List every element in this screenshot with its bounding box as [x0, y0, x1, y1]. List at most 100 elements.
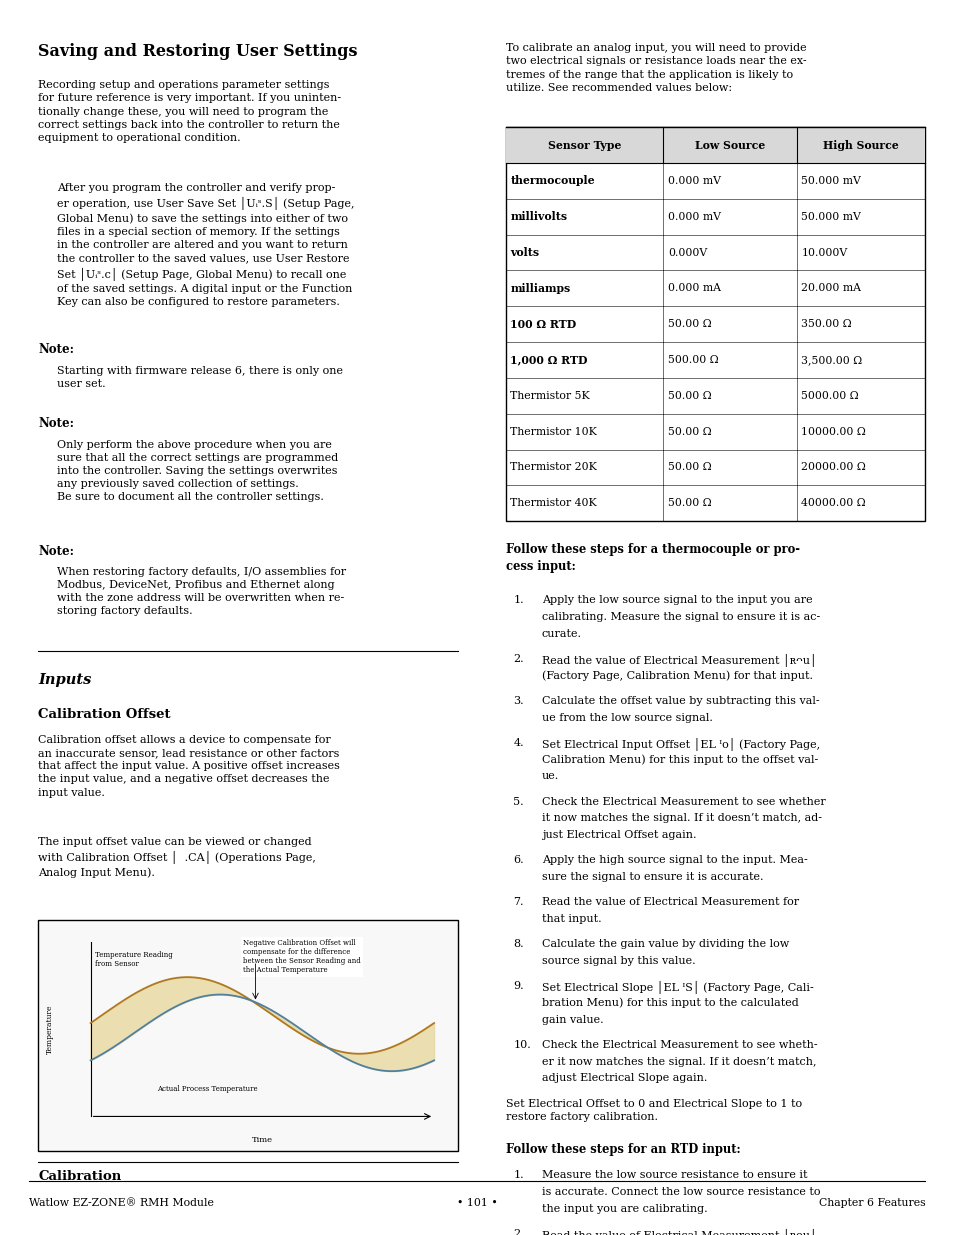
Text: Set Electrical Input Offset │EL ᴵo│ (Factory Page,: Set Electrical Input Offset │EL ᴵo│ (Fac… — [541, 739, 820, 751]
Text: 20000.00 Ω: 20000.00 Ω — [801, 462, 865, 473]
Text: Follow these steps for a thermocouple or pro-
cess input:: Follow these steps for a thermocouple or… — [505, 543, 799, 573]
Text: Note:: Note: — [38, 545, 74, 558]
Text: 9.: 9. — [513, 981, 523, 992]
Text: Sensor Type: Sensor Type — [547, 140, 620, 151]
Text: Calibration Menu) for this input to the offset val-: Calibration Menu) for this input to the … — [541, 755, 818, 766]
Text: er it now matches the signal. If it doesn’t match,: er it now matches the signal. If it does… — [541, 1057, 816, 1067]
Text: Read the value of Electrical Measurement │ʀᴖu│: Read the value of Electrical Measurement… — [541, 655, 816, 667]
Text: it now matches the signal. If it doesn’t match, ad-: it now matches the signal. If it doesn’t… — [541, 814, 821, 824]
Text: 500.00 Ω: 500.00 Ω — [667, 354, 718, 366]
Text: is accurate. Connect the low source resistance to: is accurate. Connect the low source resi… — [541, 1187, 820, 1197]
Text: • 101 •: • 101 • — [456, 1198, 497, 1208]
Text: 10000.00 Ω: 10000.00 Ω — [801, 426, 865, 437]
Text: gain value.: gain value. — [541, 1015, 603, 1025]
Text: 7.: 7. — [513, 897, 523, 908]
Text: 5.: 5. — [513, 797, 523, 806]
Text: (Factory Page, Calibration Menu) for that input.: (Factory Page, Calibration Menu) for tha… — [541, 671, 812, 682]
Text: the input you are calibrating.: the input you are calibrating. — [541, 1203, 707, 1214]
Text: ue.: ue. — [541, 771, 558, 782]
Text: 0.000V: 0.000V — [667, 247, 706, 258]
Text: 1.: 1. — [513, 1171, 523, 1181]
Text: 50.000 mV: 50.000 mV — [801, 211, 861, 222]
Text: 100 Ω RTD: 100 Ω RTD — [510, 319, 576, 330]
Text: 1,000 Ω RTD: 1,000 Ω RTD — [510, 354, 587, 366]
Text: Thermistor 10K: Thermistor 10K — [510, 426, 597, 437]
Text: Actual Process Temperature: Actual Process Temperature — [157, 1086, 257, 1093]
Text: 2.: 2. — [513, 1229, 523, 1235]
Text: Temperature Reading
from Sensor: Temperature Reading from Sensor — [95, 951, 172, 968]
Text: sure the signal to ensure it is accurate.: sure the signal to ensure it is accurate… — [541, 872, 762, 882]
Bar — [38, 920, 457, 1151]
Text: 0.000 mV: 0.000 mV — [667, 175, 720, 186]
Text: 50.00 Ω: 50.00 Ω — [667, 319, 711, 330]
Text: Read the value of Electrical Measurement for: Read the value of Electrical Measurement… — [541, 897, 799, 908]
Text: Inputs: Inputs — [38, 673, 91, 687]
Text: 50.00 Ω: 50.00 Ω — [667, 462, 711, 473]
Text: milliamps: milliamps — [510, 283, 570, 294]
Text: 20.000 mA: 20.000 mA — [801, 283, 861, 294]
Text: Chapter 6 Features: Chapter 6 Features — [818, 1198, 924, 1208]
Text: 0.000 mV: 0.000 mV — [667, 211, 720, 222]
Text: 50.00 Ω: 50.00 Ω — [667, 426, 711, 437]
Text: 8.: 8. — [513, 940, 523, 950]
Text: ue from the low source signal.: ue from the low source signal. — [541, 713, 712, 722]
Text: Check the Electrical Measurement to see whether: Check the Electrical Measurement to see … — [541, 797, 824, 806]
Text: curate.: curate. — [541, 629, 581, 638]
Text: Note:: Note: — [38, 343, 74, 357]
Text: millivolts: millivolts — [510, 211, 567, 222]
Text: Calibration Offset: Calibration Offset — [38, 708, 171, 721]
Text: 3.: 3. — [513, 697, 523, 706]
Text: Watlow EZ-ZONE® RMH Module: Watlow EZ-ZONE® RMH Module — [29, 1198, 213, 1208]
Text: Time: Time — [252, 1136, 273, 1144]
Text: When restoring factory defaults, I/O assemblies for
Modbus, DeviceNet, Profibus : When restoring factory defaults, I/O ass… — [57, 567, 346, 616]
Text: Read the value of Electrical Measurement │ʀᴖu│: Read the value of Electrical Measurement… — [541, 1229, 816, 1235]
Text: 4.: 4. — [513, 739, 523, 748]
Text: High Source: High Source — [822, 140, 898, 151]
Text: After you program the controller and verify prop-
er operation, use User Save Se: After you program the controller and ver… — [57, 183, 355, 308]
Text: Saving and Restoring User Settings: Saving and Restoring User Settings — [38, 43, 357, 61]
Text: 50.00 Ω: 50.00 Ω — [667, 498, 711, 509]
Text: To calibrate an analog input, you will need to provide
two electrical signals or: To calibrate an analog input, you will n… — [505, 43, 805, 93]
Bar — [505, 127, 924, 163]
Text: that input.: that input. — [541, 914, 600, 924]
Text: Set Electrical Offset to 0 and Electrical Slope to 1 to
restore factory calibrat: Set Electrical Offset to 0 and Electrica… — [505, 1099, 801, 1121]
Text: 5000.00 Ω: 5000.00 Ω — [801, 390, 858, 401]
Text: 10.: 10. — [513, 1040, 531, 1050]
Text: Note:: Note: — [38, 417, 74, 431]
Text: Thermistor 40K: Thermistor 40K — [510, 498, 597, 509]
Text: Calculate the gain value by dividing the low: Calculate the gain value by dividing the… — [541, 940, 788, 950]
Text: Low Source: Low Source — [694, 140, 764, 151]
Text: Thermistor 5K: Thermistor 5K — [510, 390, 590, 401]
Text: 6.: 6. — [513, 855, 523, 866]
Text: Apply the low source signal to the input you are: Apply the low source signal to the input… — [541, 595, 812, 605]
Text: Negative Calibration Offset will
compensate for the difference
between the Senso: Negative Calibration Offset will compens… — [243, 939, 360, 974]
Text: Check the Electrical Measurement to see wheth-: Check the Electrical Measurement to see … — [541, 1040, 817, 1050]
Text: 50.000 mV: 50.000 mV — [801, 175, 861, 186]
Text: adjust Electrical Slope again.: adjust Electrical Slope again. — [541, 1073, 706, 1083]
Text: source signal by this value.: source signal by this value. — [541, 956, 695, 966]
Text: Thermistor 20K: Thermistor 20K — [510, 462, 597, 473]
Text: 40000.00 Ω: 40000.00 Ω — [801, 498, 865, 509]
Text: Calculate the offset value by subtracting this val-: Calculate the offset value by subtractin… — [541, 697, 819, 706]
Text: calibrating. Measure the signal to ensure it is ac-: calibrating. Measure the signal to ensur… — [541, 611, 820, 622]
Text: 0.000 mA: 0.000 mA — [667, 283, 720, 294]
Text: Recording setup and operations parameter settings
for future reference is very i: Recording setup and operations parameter… — [38, 80, 341, 143]
Text: bration Menu) for this input to the calculated: bration Menu) for this input to the calc… — [541, 998, 798, 1009]
Text: thermocouple: thermocouple — [510, 175, 595, 186]
Text: just Electrical Offset again.: just Electrical Offset again. — [541, 830, 696, 840]
Text: 350.00 Ω: 350.00 Ω — [801, 319, 851, 330]
Text: 2.: 2. — [513, 655, 523, 664]
Text: 50.00 Ω: 50.00 Ω — [667, 390, 711, 401]
Text: 10.000V: 10.000V — [801, 247, 846, 258]
Bar — [505, 127, 924, 521]
Text: 3,500.00 Ω: 3,500.00 Ω — [801, 354, 862, 366]
Text: Starting with firmware release 6, there is only one
user set.: Starting with firmware release 6, there … — [57, 366, 343, 389]
Text: Measure the low source resistance to ensure it: Measure the low source resistance to ens… — [541, 1171, 806, 1181]
Text: 1.: 1. — [513, 595, 523, 605]
Text: Apply the high source signal to the input. Mea-: Apply the high source signal to the inpu… — [541, 855, 807, 866]
Text: Calibration: Calibration — [38, 1170, 121, 1183]
Text: The input offset value can be viewed or changed
with Calibration Offset │  .CA│ : The input offset value can be viewed or … — [38, 837, 315, 878]
Text: Temperature: Temperature — [46, 1004, 53, 1055]
Text: Only perform the above procedure when you are
sure that all the correct settings: Only perform the above procedure when yo… — [57, 440, 338, 503]
Text: volts: volts — [510, 247, 539, 258]
